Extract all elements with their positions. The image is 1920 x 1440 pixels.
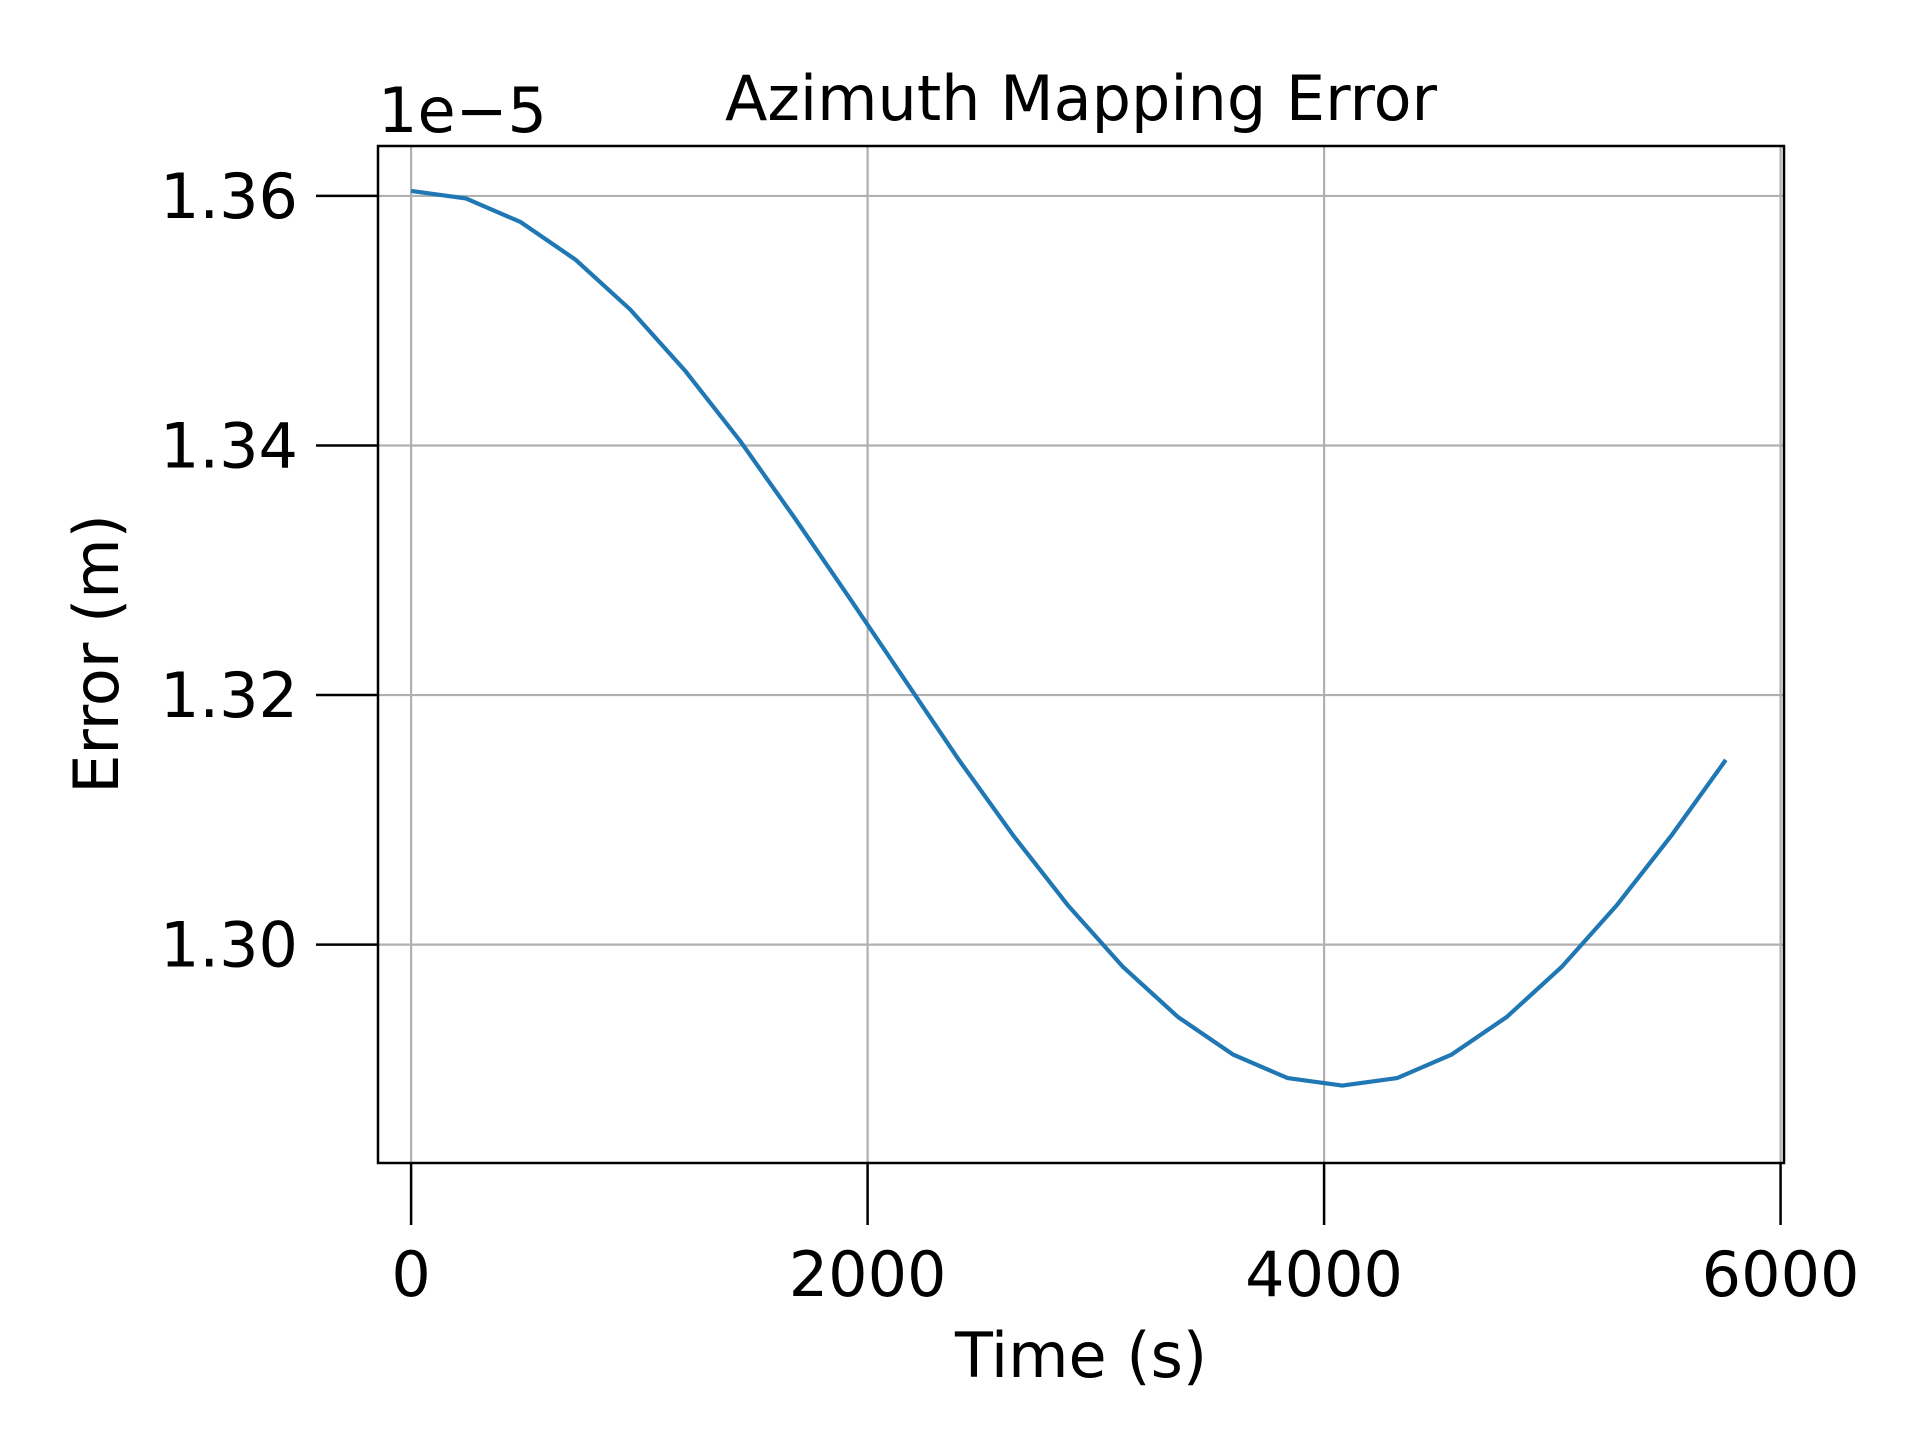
x-tick-label: 2000: [789, 1238, 947, 1311]
y-axis-offset-label: 1e−5: [378, 74, 547, 147]
y-tick-label: 1.36: [160, 160, 298, 233]
series-line: [410, 188, 1728, 1088]
y-tick-label: 1.30: [160, 909, 298, 982]
series-line-group: [410, 188, 1728, 1088]
x-tick-label: 6000: [1702, 1238, 1860, 1311]
y-tick-label: 1.32: [160, 659, 298, 732]
y-axis-ticks: 1.30 1.32 1.34 1.36: [160, 160, 378, 982]
y-tick-label: 1.34: [160, 409, 298, 482]
chart-title: Azimuth Mapping Error: [725, 62, 1438, 135]
grid-lines: [378, 146, 1784, 1163]
x-axis-ticks: 0 2000 4000 6000: [391, 1163, 1859, 1311]
x-tick-label: 0: [391, 1238, 430, 1311]
y-axis-label: Error (m): [60, 514, 133, 794]
plot-frame: [376, 144, 1786, 1165]
x-tick-label: 4000: [1245, 1238, 1403, 1311]
x-axis-label: Time (s): [954, 1319, 1207, 1392]
